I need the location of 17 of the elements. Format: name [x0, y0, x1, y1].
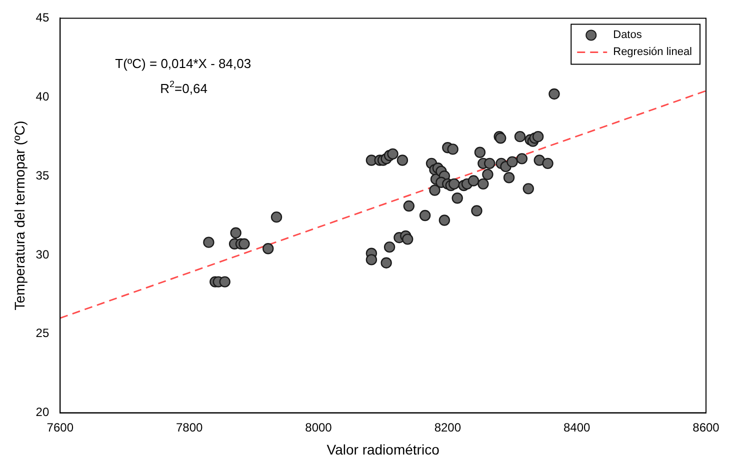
x-tick-label: 7600 [46, 420, 74, 434]
x-tick-label: 8600 [692, 420, 720, 434]
y-tick-label: 30 [36, 247, 50, 262]
x-tick-label: 7800 [176, 420, 203, 434]
x-tick-label: 8000 [305, 420, 332, 434]
x-tick-label: 8400 [563, 420, 590, 434]
legend-label: Datos [613, 29, 642, 42]
y-tick-label: 45 [36, 10, 50, 25]
y-tick-label: 25 [36, 326, 50, 340]
legend-label: Regresión lineal [613, 46, 692, 58]
y-tick-label: 40 [36, 89, 50, 104]
y-tick-label: 20 [36, 405, 50, 420]
x-tick-label: 8200 [434, 420, 462, 434]
annotation: T(ºC) = 0,014*X - 84,03 [115, 56, 252, 72]
y-tick-label: 35 [36, 168, 50, 182]
y-axis-title: Temperatura del termopar (ºC) [11, 120, 28, 310]
x-axis-title: Valor radiométrico [326, 441, 440, 458]
